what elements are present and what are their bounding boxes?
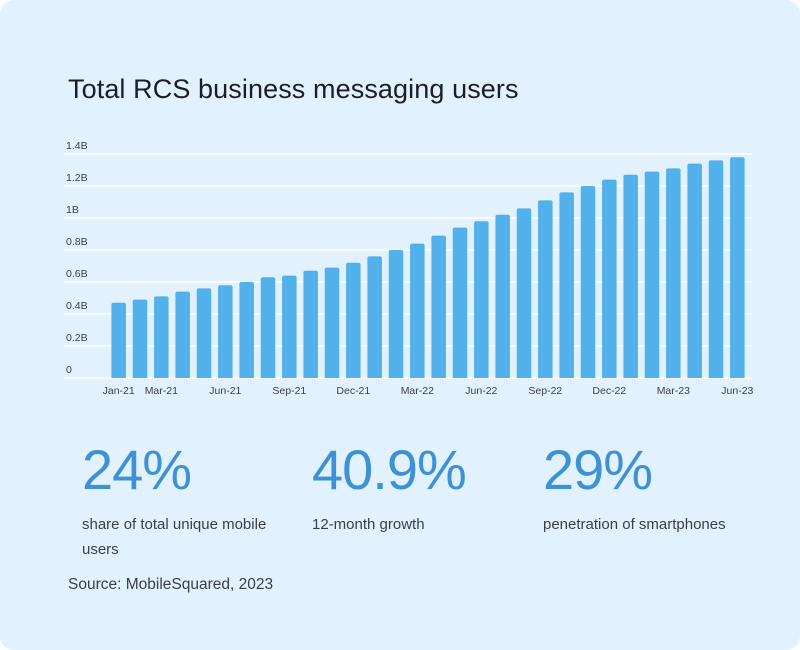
x-tick-label: Mar-21 (145, 385, 178, 397)
bar (154, 296, 169, 378)
bar (538, 200, 553, 378)
y-tick-label: 0 (66, 364, 72, 376)
x-tick-label: Dec-21 (336, 385, 370, 397)
y-axis-ticks: 0 0.2B 0.4B 0.6B 0.8B 1B 1.2B 1.4B (66, 140, 88, 376)
stat-share: 24% share of total unique mobile users (82, 440, 302, 562)
bar (218, 285, 233, 378)
bar (730, 157, 745, 378)
bar (431, 235, 446, 378)
bar (623, 174, 638, 378)
bar (388, 250, 404, 378)
stat-penetration: 29% penetration of smartphones (543, 440, 763, 537)
bar (644, 171, 660, 378)
x-tick-label: Jan-21 (103, 385, 135, 397)
source-note: Source: MobileSquared, 2023 (68, 576, 274, 593)
bar (111, 302, 126, 378)
bar (367, 256, 382, 378)
bar (239, 282, 254, 378)
y-tick-label: 1B (66, 204, 79, 216)
x-tick-label: Mar-22 (401, 385, 434, 397)
bar (175, 291, 190, 378)
x-tick-label: Dec-22 (592, 385, 626, 397)
y-tick-label: 0.2B (66, 332, 88, 344)
bar (687, 163, 702, 378)
x-tick-label: Sep-22 (528, 385, 562, 397)
bar (666, 168, 681, 378)
bar (410, 243, 425, 378)
chart-title: Total RCS business messaging users (68, 74, 519, 104)
stat-label: penetration of smartphones (543, 516, 726, 533)
x-tick-label: Jun-21 (209, 385, 241, 397)
x-tick-label: Jun-22 (465, 385, 497, 397)
bar (452, 227, 468, 378)
y-tick-label: 0.8B (66, 236, 88, 248)
y-tick-label: 0.6B (66, 268, 88, 280)
bar (196, 288, 212, 378)
stat-value: 29% (543, 438, 653, 501)
bar (282, 275, 297, 378)
bar (346, 262, 361, 378)
x-tick-label: Jun-23 (721, 385, 753, 397)
stat-value: 24% (82, 438, 192, 501)
bar (708, 160, 724, 378)
bar (516, 208, 532, 378)
bar (132, 299, 148, 378)
x-tick-label: Mar-23 (657, 385, 690, 397)
y-tick-label: 1.2B (66, 172, 88, 184)
x-tick-label: Sep-21 (272, 385, 306, 397)
bar (559, 192, 574, 378)
stat-label: 12-month growth (312, 516, 425, 533)
bars (111, 157, 745, 378)
x-axis-ticks: Jan-21 Mar-21 Jun-21 Sep-21 Dec-21 Mar-22 Jun-… (103, 385, 754, 397)
bar (303, 270, 318, 378)
stat-growth: 40.9% 12-month growth (312, 440, 532, 537)
stat-value: 40.9% (312, 438, 467, 501)
stat-label: share of total unique mobile users (82, 516, 267, 558)
bar (495, 214, 510, 378)
bar-chart: 0 0.2B 0.4B 0.6B 0.8B 1B 1.2B 1.4B Jan-21 Mar-21… (64, 140, 754, 397)
bar (602, 179, 617, 378)
y-tick-label: 1.4B (66, 140, 88, 152)
bar (474, 221, 489, 378)
bar (260, 277, 276, 378)
bar (324, 267, 340, 378)
y-tick-label: 0.4B (66, 300, 88, 312)
bar (580, 186, 596, 378)
